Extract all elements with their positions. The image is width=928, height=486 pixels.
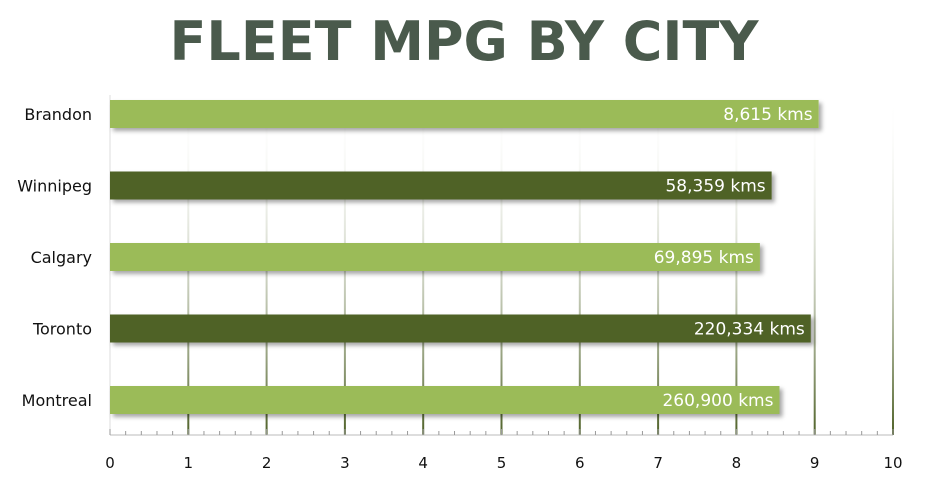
x-tick-label: 10 (883, 454, 902, 472)
x-tick-label: 0 (105, 454, 115, 472)
gridline (892, 95, 894, 435)
x-tick-label: 6 (575, 454, 585, 472)
bar-data-label: 58,359 kms (665, 177, 765, 197)
bar (110, 314, 811, 343)
bar-data-label: 69,895 kms (654, 248, 754, 268)
category-label: Brandon (24, 105, 92, 124)
bars: 8,615 kms 58,359 kms 69,895 kms 220,334 kms… (110, 100, 819, 414)
category-label: Montreal (22, 391, 92, 410)
gridline (813, 95, 816, 435)
bar (110, 100, 819, 128)
x-tick-label: 9 (810, 454, 820, 472)
x-tick-label: 8 (732, 454, 742, 472)
category-labels: Brandon Winnipeg Calgary Toronto Montreal (17, 105, 92, 410)
bar (110, 171, 772, 200)
category-label: Winnipeg (17, 177, 92, 196)
x-tick-label: 3 (340, 454, 350, 472)
bar (110, 386, 780, 414)
x-tick-label: 4 (418, 454, 428, 472)
x-tick-label: 7 (653, 454, 663, 472)
category-label: Calgary (31, 248, 92, 267)
x-tick-label: 1 (184, 454, 194, 472)
x-tick-label: 5 (497, 454, 507, 472)
bar (110, 243, 760, 271)
bar-data-label: 8,615 kms (723, 105, 812, 125)
bar-data-label: 260,900 kms (662, 391, 773, 411)
x-axis: 0 1 2 3 4 5 6 7 8 9 10 (105, 95, 903, 472)
category-label: Toronto (32, 320, 92, 339)
chart-title: FLEET MPG BY CITY (169, 10, 759, 73)
x-tick-label: 2 (262, 454, 272, 472)
bar-data-label: 220,334 kms (694, 320, 805, 340)
